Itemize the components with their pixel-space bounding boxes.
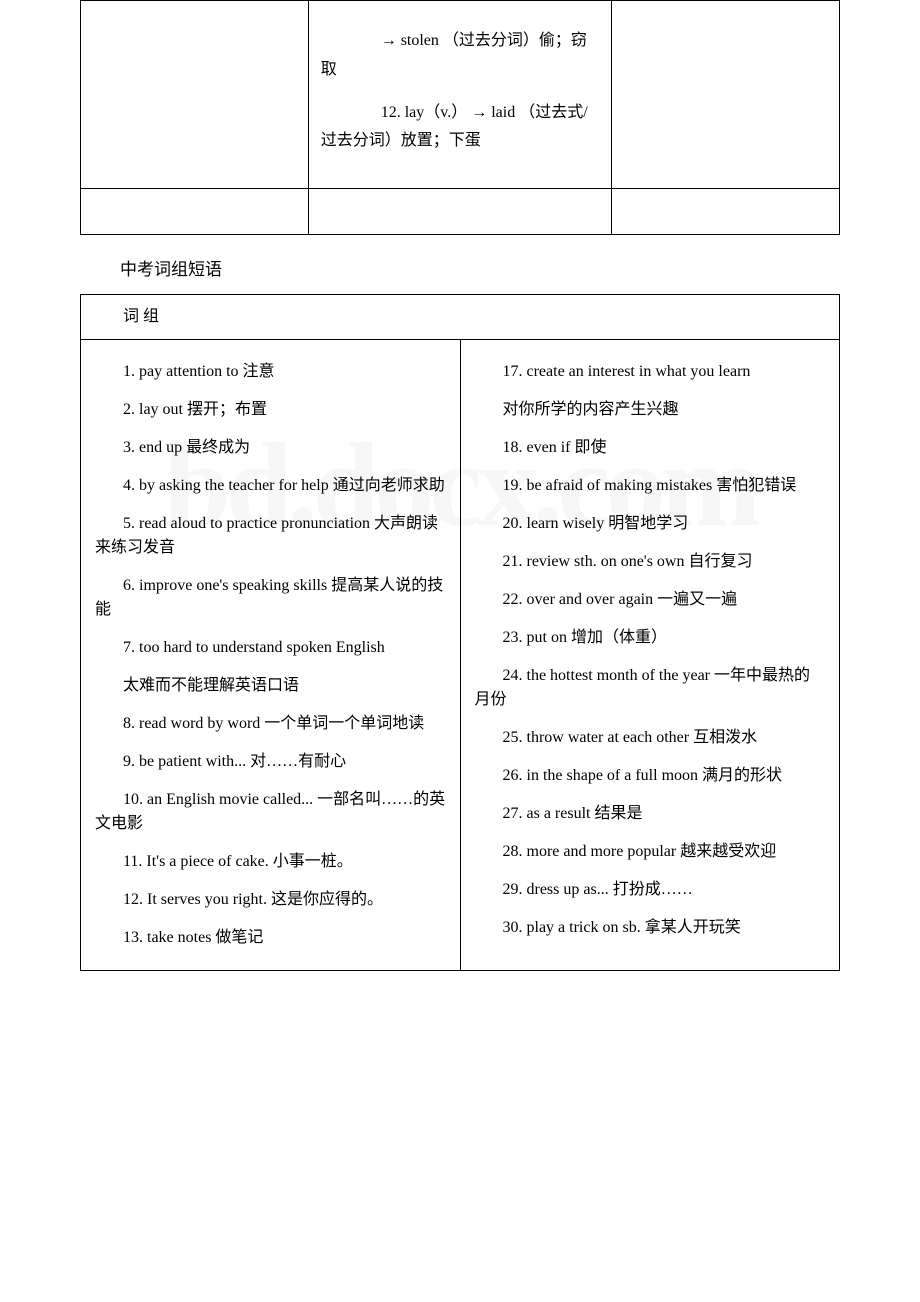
right-phrase-17: 17. create an interest in what you learn (475, 360, 826, 384)
left-phrase-7: 7. too hard to understand spoken English (95, 636, 446, 660)
top-table-cell-1 (81, 1, 309, 189)
top-table-cell-2: → stolen （过去分词）偷；窃取 12. lay（v.） → laid （… (308, 1, 612, 189)
right-phrase-22: 22. over and over again 一遍又一遍 (475, 588, 826, 612)
right-phrase-19: 19. be afraid of making mistakes 害怕犯错误 (475, 474, 826, 498)
left-phrase-11: 11. It's a piece of cake. 小事一桩。 (95, 850, 446, 874)
left-phrase-13: 13. take notes 做笔记 (95, 926, 446, 950)
section-title: 中考词组短语 (120, 255, 840, 280)
left-phrase-7b: 太难而不能理解英语口语 (95, 674, 446, 698)
phrases-header: 词 组 (81, 294, 840, 339)
right-phrase-20: 20. learn wisely 明智地学习 (475, 512, 826, 536)
right-phrase-30: 30. play a trick on sb. 拿某人开玩笑 (475, 916, 826, 940)
document-content: → stolen （过去分词）偷；窃取 12. lay（v.） → laid （… (0, 0, 920, 971)
left-phrase-4: 4. by asking the teacher for help 通过向老师求… (95, 474, 446, 498)
right-phrase-26: 26. in the shape of a full moon 满月的形状 (475, 764, 826, 788)
right-phrase-23: 23. put on 增加（体重） (475, 626, 826, 650)
right-phrase-21: 21. review sth. on one's own 自行复习 (475, 550, 826, 574)
right-phrase-28: 28. more and more popular 越来越受欢迎 (475, 840, 826, 864)
left-phrase-12: 12. It serves you right. 这是你应得的。 (95, 888, 446, 912)
top-table-cell-3 (612, 1, 840, 189)
phrases-left-column: 1. pay attention to 注意 2. lay out 摆开；布置 … (81, 339, 461, 970)
phrases-right-column: 17. create an interest in what you learn… (460, 339, 840, 970)
left-phrase-2: 2. lay out 摆开；布置 (95, 398, 446, 422)
right-phrase-24: 24. the hottest month of the year 一年中最热的… (475, 664, 826, 712)
right-phrase-27: 27. as a result 结果是 (475, 802, 826, 826)
top-cell2-line2: 12. lay（v.） → laid （过去式/过去分词）放置；下蛋 (321, 99, 600, 157)
phrases-table: 词 组 1. pay attention to 注意 2. lay out 摆开… (80, 294, 840, 971)
top-table-empty-2 (308, 189, 612, 235)
left-phrase-5: 5. read aloud to practice pronunciation … (95, 512, 446, 560)
right-phrase-29: 29. dress up as... 打扮成…… (475, 878, 826, 902)
right-phrase-25: 25. throw water at each other 互相泼水 (475, 726, 826, 750)
right-phrase-18: 18. even if 即使 (475, 436, 826, 460)
right-phrase-17b: 对你所学的内容产生兴趣 (475, 398, 826, 422)
top-table-empty-3 (612, 189, 840, 235)
left-phrase-8: 8. read word by word 一个单词一个单词地读 (95, 712, 446, 736)
top-cell2-line1: → stolen （过去分词）偷；窃取 (321, 27, 600, 85)
top-table-empty-1 (81, 189, 309, 235)
left-phrase-9: 9. be patient with... 对……有耐心 (95, 750, 446, 774)
left-phrase-1: 1. pay attention to 注意 (95, 360, 446, 384)
left-phrase-6: 6. improve one's speaking skills 提高某人说的技… (95, 574, 446, 622)
top-table: → stolen （过去分词）偷；窃取 12. lay（v.） → laid （… (80, 0, 840, 235)
left-phrase-10: 10. an English movie called... 一部名叫……的英文… (95, 788, 446, 836)
left-phrase-3: 3. end up 最终成为 (95, 436, 446, 460)
